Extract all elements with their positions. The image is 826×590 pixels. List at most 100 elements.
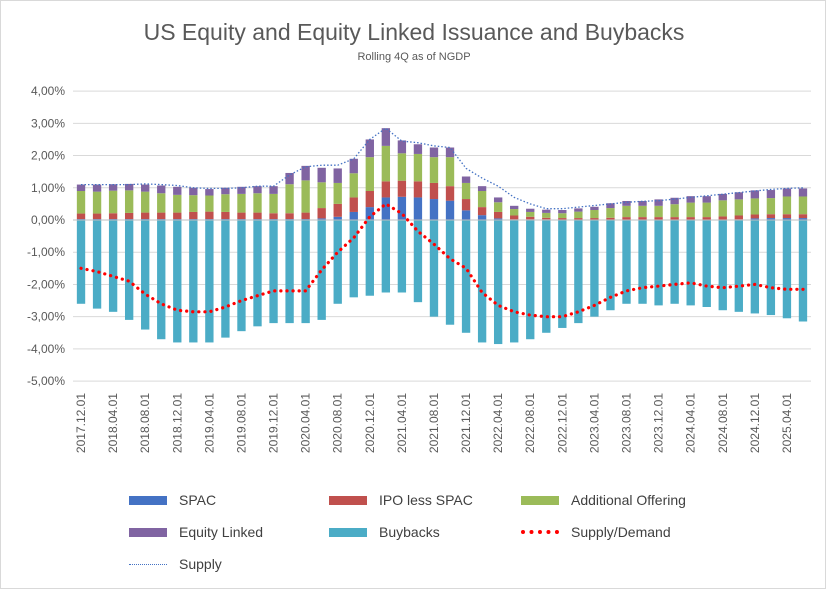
- bar-equity-linked: [430, 148, 438, 158]
- bar-ipo-less-spac: [526, 217, 534, 220]
- bar-equity-linked: [141, 185, 149, 192]
- bar-ipo-less-spac: [590, 218, 598, 220]
- bar-buybacks: [462, 220, 470, 333]
- bar-ipo-less-spac: [767, 214, 775, 218]
- bar-ipo-less-spac: [205, 212, 213, 219]
- bar-additional-offering: [221, 194, 229, 212]
- bar-equity-linked: [269, 186, 277, 194]
- bar-equity-linked: [510, 206, 518, 209]
- y-tick-label: 3,00%: [31, 116, 65, 130]
- bar-ipo-less-spac: [783, 214, 791, 218]
- x-tick-label: 2022.12.01: [555, 393, 569, 453]
- bar-buybacks: [654, 220, 662, 305]
- bar-ipo-less-spac: [606, 218, 614, 220]
- x-tick-label: 2023.04.01: [587, 393, 601, 453]
- bar-additional-offering: [141, 192, 149, 213]
- bar-equity-linked: [157, 186, 165, 194]
- bar-equity-linked: [205, 189, 213, 195]
- bar-buybacks: [382, 220, 390, 293]
- bar-ipo-less-spac: [350, 197, 358, 212]
- bar-equity-linked: [253, 186, 261, 193]
- x-tick-label: 2017.12.01: [74, 393, 88, 453]
- x-tick-label: 2018.04.01: [106, 393, 120, 453]
- bar-ipo-less-spac: [430, 183, 438, 199]
- bar-additional-offering: [687, 203, 695, 218]
- bar-buybacks: [301, 220, 309, 323]
- bar-ipo-less-spac: [574, 218, 582, 220]
- bar-buybacks: [670, 220, 678, 304]
- bar-equity-linked: [719, 194, 727, 200]
- bar-buybacks: [735, 220, 743, 312]
- bar-ipo-less-spac: [141, 213, 149, 219]
- bar-buybacks: [125, 220, 133, 320]
- x-tick-label: 2021.12.01: [459, 393, 473, 453]
- bar-buybacks: [526, 220, 534, 339]
- bar-ipo-less-spac: [638, 217, 646, 220]
- bar-spac: [446, 201, 454, 220]
- bar-buybacks: [189, 220, 197, 342]
- bar-ipo-less-spac: [558, 218, 566, 220]
- bar-buybacks: [478, 220, 486, 342]
- bar-additional-offering: [751, 198, 759, 214]
- bar-buybacks: [253, 220, 261, 326]
- bar-additional-offering: [157, 193, 165, 212]
- bar-additional-offering: [638, 206, 646, 217]
- bar-buybacks: [269, 220, 277, 323]
- bar-ipo-less-spac: [478, 207, 486, 215]
- bar-additional-offering: [93, 192, 101, 214]
- bar-equity-linked: [478, 186, 486, 191]
- x-tick-label: 2020.08.01: [331, 393, 345, 453]
- x-tick-label: 2018.12.01: [170, 393, 184, 453]
- bar-buybacks: [446, 220, 454, 325]
- bar-additional-offering: [590, 210, 598, 218]
- bar-additional-offering: [125, 190, 133, 213]
- bar-buybacks: [157, 220, 165, 339]
- bar-equity-linked: [77, 185, 85, 191]
- bar-ipo-less-spac: [719, 216, 727, 219]
- bar-additional-offering: [574, 212, 582, 218]
- bar-buybacks: [703, 220, 711, 307]
- x-tick-label: 2021.08.01: [427, 393, 441, 453]
- bar-equity-linked: [526, 209, 534, 212]
- bar-additional-offering: [783, 196, 791, 214]
- bar-ipo-less-spac: [285, 213, 293, 219]
- x-tick-label: 2022.08.01: [523, 393, 537, 453]
- bar-buybacks: [318, 220, 326, 320]
- bar-buybacks: [285, 220, 293, 323]
- bar-buybacks: [366, 220, 374, 296]
- bar-buybacks: [799, 220, 807, 322]
- bar-equity-linked: [767, 190, 775, 198]
- bar-additional-offering: [189, 195, 197, 212]
- bar-equity-linked: [799, 188, 807, 196]
- bar-equity-linked: [622, 201, 630, 206]
- x-tick-label: 2022.04.01: [491, 393, 505, 453]
- bar-additional-offering: [622, 206, 630, 217]
- bar-ipo-less-spac: [221, 212, 229, 219]
- bar-buybacks: [751, 220, 759, 313]
- bar-equity-linked: [93, 185, 101, 192]
- bar-buybacks: [574, 220, 582, 323]
- bar-equity-linked: [125, 184, 133, 190]
- bar-additional-offering: [350, 173, 358, 197]
- bar-equity-linked: [783, 188, 791, 196]
- bar-ipo-less-spac: [109, 213, 117, 219]
- bar-ipo-less-spac: [173, 213, 181, 219]
- bar-ipo-less-spac: [494, 212, 502, 218]
- y-tick-label: -1,00%: [27, 245, 65, 259]
- bar-ipo-less-spac: [703, 217, 711, 220]
- bar-ipo-less-spac: [125, 213, 133, 219]
- bar-additional-offering: [301, 180, 309, 212]
- bar-buybacks: [767, 220, 775, 315]
- y-tick-label: 0,00%: [31, 213, 65, 227]
- bar-ipo-less-spac: [237, 213, 245, 219]
- bar-ipo-less-spac: [366, 191, 374, 207]
- bar-additional-offering: [253, 193, 261, 212]
- bar-buybacks: [558, 220, 566, 328]
- bar-equity-linked: [334, 168, 342, 183]
- bar-additional-offering: [77, 191, 85, 214]
- bar-buybacks: [510, 220, 518, 342]
- bar-additional-offering: [237, 194, 245, 213]
- bar-buybacks: [398, 220, 406, 293]
- bar-equity-linked: [301, 166, 309, 181]
